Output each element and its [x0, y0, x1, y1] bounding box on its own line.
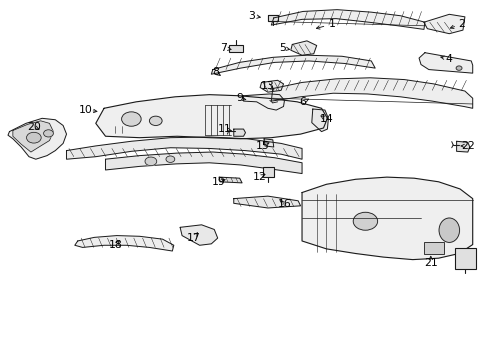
- Polygon shape: [271, 78, 472, 108]
- Circle shape: [43, 130, 53, 137]
- Polygon shape: [267, 15, 277, 21]
- Circle shape: [26, 132, 41, 143]
- Polygon shape: [8, 118, 66, 159]
- Text: 15: 15: [256, 141, 269, 151]
- Polygon shape: [302, 177, 472, 260]
- Polygon shape: [423, 14, 464, 34]
- Text: 1: 1: [328, 19, 335, 29]
- Circle shape: [149, 116, 162, 126]
- Ellipse shape: [438, 218, 459, 242]
- Text: 11: 11: [218, 124, 231, 134]
- Polygon shape: [233, 129, 245, 136]
- Text: 18: 18: [108, 240, 122, 250]
- Polygon shape: [75, 235, 173, 251]
- Polygon shape: [311, 109, 328, 132]
- Circle shape: [455, 66, 461, 70]
- Polygon shape: [219, 177, 242, 183]
- Text: 16: 16: [277, 199, 291, 210]
- FancyBboxPatch shape: [454, 248, 475, 269]
- Polygon shape: [418, 53, 472, 73]
- FancyBboxPatch shape: [423, 242, 444, 253]
- Circle shape: [122, 112, 141, 126]
- Text: 17: 17: [186, 233, 200, 243]
- FancyBboxPatch shape: [263, 167, 273, 177]
- Text: 3: 3: [248, 11, 255, 21]
- Polygon shape: [13, 121, 53, 152]
- Text: 14: 14: [319, 114, 333, 124]
- Polygon shape: [264, 139, 273, 147]
- Polygon shape: [233, 196, 300, 208]
- Text: 8: 8: [211, 67, 218, 77]
- Text: 2: 2: [457, 19, 464, 29]
- Text: 7: 7: [220, 43, 227, 53]
- Text: 9: 9: [236, 93, 243, 103]
- Text: 4: 4: [445, 54, 452, 64]
- Text: 5: 5: [279, 43, 285, 53]
- Polygon shape: [180, 225, 217, 245]
- Circle shape: [145, 157, 157, 166]
- Text: 20: 20: [27, 122, 41, 132]
- Text: 13: 13: [261, 81, 274, 91]
- Circle shape: [352, 212, 377, 230]
- Text: 22: 22: [460, 141, 474, 151]
- Polygon shape: [211, 55, 374, 74]
- Polygon shape: [456, 141, 469, 152]
- Text: 10: 10: [79, 105, 93, 115]
- Polygon shape: [290, 41, 316, 55]
- Polygon shape: [96, 95, 327, 139]
- Polygon shape: [66, 137, 302, 159]
- Polygon shape: [105, 152, 302, 174]
- Text: 12: 12: [253, 172, 266, 182]
- FancyBboxPatch shape: [228, 45, 242, 51]
- Polygon shape: [271, 10, 424, 30]
- Text: 21: 21: [423, 258, 437, 268]
- Text: 6: 6: [299, 97, 306, 107]
- Polygon shape: [243, 94, 284, 110]
- Polygon shape: [260, 80, 283, 92]
- Circle shape: [165, 156, 174, 162]
- Text: 19: 19: [212, 177, 225, 187]
